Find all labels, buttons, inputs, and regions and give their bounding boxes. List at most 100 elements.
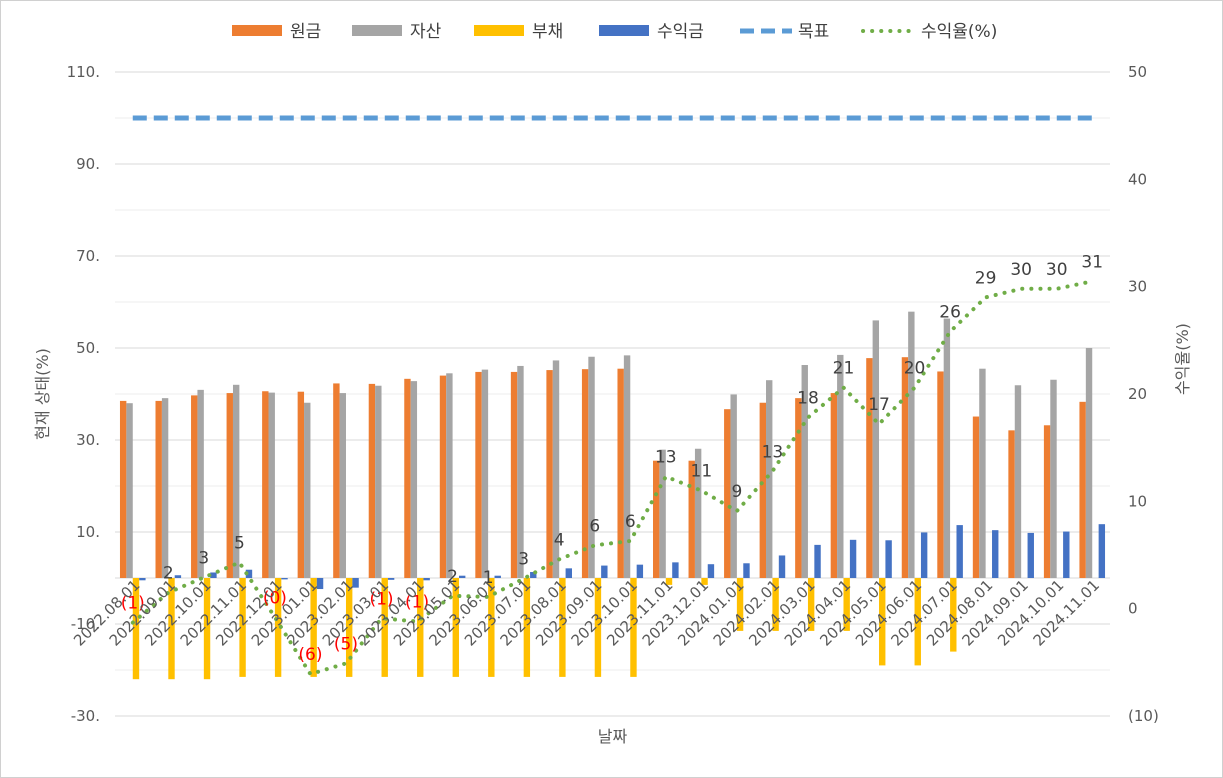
bar-원금: [226, 393, 233, 578]
legend-swatch: [599, 25, 649, 36]
bar-수익금: [814, 544, 821, 578]
bar-부채: [772, 578, 779, 631]
bar-부채: [345, 578, 353, 677]
bar-수익금: [672, 562, 679, 578]
y-tick-label: -10.: [71, 615, 100, 633]
bar-원금: [724, 409, 731, 578]
bar-자산: [232, 384, 240, 578]
bar-자산: [979, 368, 986, 578]
bar-부채: [736, 578, 744, 631]
y2-tick-label: 40: [1128, 170, 1147, 188]
bar-부채: [381, 578, 388, 677]
bar-원금: [119, 400, 127, 578]
bar-수익금: [458, 575, 466, 578]
data-label: 31: [1081, 252, 1103, 272]
bar-수익금: [885, 540, 892, 578]
bar-자산: [481, 369, 489, 578]
bar-자산: [837, 354, 844, 578]
bar-자산: [801, 365, 808, 578]
bar-수익금: [387, 578, 395, 580]
bar-원금: [937, 371, 944, 578]
bar-수익금: [601, 565, 608, 578]
bar-부채: [559, 578, 566, 677]
data-label: (1): [405, 593, 429, 613]
bar-원금: [653, 460, 660, 578]
data-label: 30: [1046, 260, 1068, 280]
bar-자산: [517, 365, 524, 578]
data-label: 13: [762, 442, 784, 462]
bar-원금: [475, 371, 482, 578]
bar-원금: [1079, 401, 1086, 578]
y-tick-label: 90.: [76, 155, 100, 173]
data-label: 6: [589, 516, 600, 536]
bar-부채: [274, 578, 282, 677]
bar-자산: [908, 311, 915, 578]
bar-원금: [795, 398, 802, 578]
bar-자산: [694, 448, 702, 578]
bar-원금: [510, 371, 518, 578]
bar-원금: [297, 391, 305, 578]
legend-label: 목표: [798, 22, 829, 42]
data-label: 6: [625, 512, 636, 532]
bar-수익금: [778, 555, 786, 578]
bar-원금: [1043, 425, 1051, 578]
bar-자산: [588, 356, 595, 578]
bar-원금: [404, 378, 411, 578]
bar-수익금: [636, 564, 644, 578]
y-axis-title: 현재 상태(%): [33, 348, 52, 440]
data-label: (1): [121, 594, 145, 614]
data-label: 20: [904, 359, 926, 379]
bar-부채: [807, 578, 815, 631]
bar-원금: [688, 460, 695, 578]
bar-수익금: [1098, 524, 1106, 578]
bar-자산: [623, 355, 631, 578]
bar-부채: [417, 578, 424, 677]
legend-swatch: [352, 25, 402, 36]
bar-수익금: [920, 532, 928, 578]
y2-axis-title: 수익율(%): [1173, 323, 1192, 395]
bar-수익금: [316, 578, 324, 590]
data-label: 2: [163, 564, 174, 584]
bar-원금: [617, 368, 624, 578]
bar-자산: [943, 318, 951, 578]
bar-원금: [155, 400, 162, 578]
bar-수익금: [707, 564, 715, 578]
bar-원금: [262, 391, 269, 578]
data-label: 29: [975, 268, 997, 288]
bar-부채: [879, 578, 886, 666]
bar-수익금: [743, 563, 750, 578]
bar-수익금: [210, 572, 217, 578]
data-label: (6): [298, 645, 322, 665]
return-line: [130, 279, 1095, 677]
bar-부채: [523, 578, 531, 677]
bar-자산: [446, 373, 453, 578]
data-label: 13: [655, 448, 677, 468]
bar-원금: [866, 358, 873, 578]
y-tick-label: 70.: [76, 247, 100, 265]
y2-tick-label: (10): [1128, 707, 1159, 725]
bar-자산: [161, 398, 169, 578]
data-label: 9: [731, 482, 742, 502]
data-label: 11: [691, 462, 713, 482]
bar-자산: [1014, 385, 1022, 578]
bar-수익금: [281, 578, 288, 580]
bar-자산: [1050, 379, 1057, 578]
bar-원금: [901, 357, 909, 578]
bar-원금: [546, 370, 553, 578]
legend-label: 수익율(%): [921, 22, 997, 42]
bar-원금: [439, 375, 447, 578]
bar-자산: [375, 385, 382, 578]
bar-원금: [333, 383, 340, 578]
bar-부채: [168, 578, 175, 680]
bar-수익금: [423, 578, 430, 581]
bar-수익금: [849, 539, 857, 578]
data-label: (0): [263, 588, 287, 608]
data-label: 4: [554, 530, 565, 550]
bar-부채: [488, 578, 495, 677]
bar-부채: [665, 578, 673, 585]
bar-원금: [191, 395, 198, 578]
data-label: 5: [234, 534, 245, 554]
bar-자산: [268, 392, 275, 578]
bar-자산: [1085, 348, 1093, 578]
